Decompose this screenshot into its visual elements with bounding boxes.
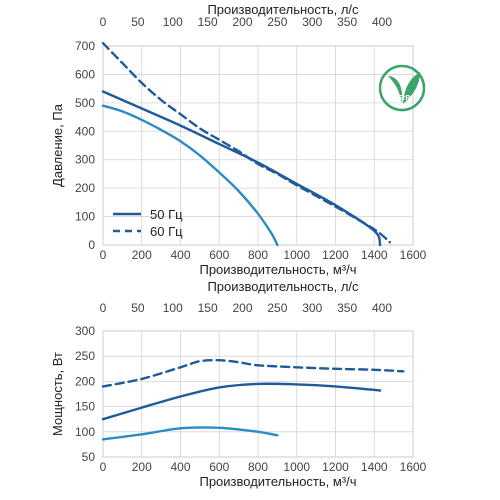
x-tick-label: 400 <box>170 248 190 262</box>
x2-tick-label: 50 <box>131 301 145 315</box>
x-tick-label: 200 <box>132 460 152 474</box>
x2-axis-title: Производительность, л/с <box>207 279 359 294</box>
x2-axis-title: Производительность, л/с <box>207 2 359 17</box>
legend: 50 Гц 60 Гц <box>113 207 183 239</box>
series-line-dashed-0 <box>101 358 405 388</box>
x2-tick-label: 300 <box>302 15 322 29</box>
erp-leaf-left <box>388 76 403 104</box>
y-tick-label: 150 <box>75 400 95 414</box>
erp-logo-text: ErP <box>398 95 410 102</box>
y-tick-label: 400 <box>75 124 95 138</box>
x-tick-label: 1200 <box>322 248 349 262</box>
y-tick-label: 100 <box>75 210 95 224</box>
x-tick-label: 1600 <box>400 248 427 262</box>
series-line-solid-0 <box>101 90 382 247</box>
x2-tick-label: 0 <box>100 301 107 315</box>
x2-tick-label: 200 <box>232 15 252 29</box>
x-tick-label: 600 <box>209 248 229 262</box>
x-tick-label: 1600 <box>400 460 427 474</box>
x-tick-label: 400 <box>170 460 190 474</box>
x-tick-label: 800 <box>248 248 268 262</box>
y-tick-label: 600 <box>75 67 95 81</box>
x2-tick-label: 300 <box>302 301 322 315</box>
erp-logo-ring <box>378 64 426 112</box>
series-line-dashed-2 <box>101 42 391 244</box>
erp-logo-year: 2018 <box>397 103 411 109</box>
x2-tick-label: 200 <box>232 301 252 315</box>
y-tick-label: 0 <box>88 238 95 252</box>
x-tick-label: 1400 <box>361 460 388 474</box>
y-axis-title: Мощность, Вт <box>50 352 65 436</box>
y-tick-label: 50 <box>82 450 96 464</box>
x2-tick-label: 150 <box>198 15 218 29</box>
x2-tick-label: 100 <box>163 301 183 315</box>
series-line-solid-2 <box>101 426 279 441</box>
x-tick-label: 1400 <box>361 248 388 262</box>
x2-tick-label: 100 <box>163 15 183 29</box>
x-tick-label: 1200 <box>322 460 349 474</box>
x2-tick-label: 350 <box>337 15 357 29</box>
x-tick-label: 200 <box>132 248 152 262</box>
x-tick-label: 1000 <box>283 460 310 474</box>
x-axis-title: Производительность, м³/ч <box>199 474 356 489</box>
erp-leaf-icon: ErP 2018 <box>378 64 426 112</box>
x-tick-label: 800 <box>248 460 268 474</box>
y-axis-title: Давление, Па <box>50 103 65 187</box>
erp-leaf-right <box>403 72 420 104</box>
y-tick-label: 200 <box>75 181 95 195</box>
x-tick-label: 600 <box>209 460 229 474</box>
x-tick-label: 1000 <box>283 248 310 262</box>
y-tick-label: 100 <box>75 425 95 439</box>
legend-label-60hz: 60 Гц <box>150 224 183 239</box>
y-tick-label: 200 <box>75 374 95 388</box>
y-tick-label: 700 <box>75 39 95 53</box>
y-tick-label: 300 <box>75 153 95 167</box>
x2-tick-label: 400 <box>372 301 392 315</box>
series-line-solid-1 <box>101 104 279 247</box>
y-tick-label: 250 <box>75 349 95 363</box>
x-tick-label: 0 <box>100 248 107 262</box>
x2-tick-label: 400 <box>372 15 392 29</box>
x2-tick-label: 50 <box>131 15 145 29</box>
x-tick-label: 0 <box>100 460 107 474</box>
x2-tick-label: 250 <box>267 301 287 315</box>
x-axis-title: Производительность, м³/ч <box>199 262 356 277</box>
x2-tick-label: 350 <box>337 301 357 315</box>
x2-tick-label: 250 <box>267 15 287 29</box>
x2-tick-label: 0 <box>100 15 107 29</box>
y-tick-label: 300 <box>75 324 95 338</box>
y-tick-label: 500 <box>75 96 95 110</box>
x2-tick-label: 150 <box>198 301 218 315</box>
legend-label-50hz: 50 Гц <box>150 207 183 222</box>
series-line-solid-1 <box>101 382 382 421</box>
